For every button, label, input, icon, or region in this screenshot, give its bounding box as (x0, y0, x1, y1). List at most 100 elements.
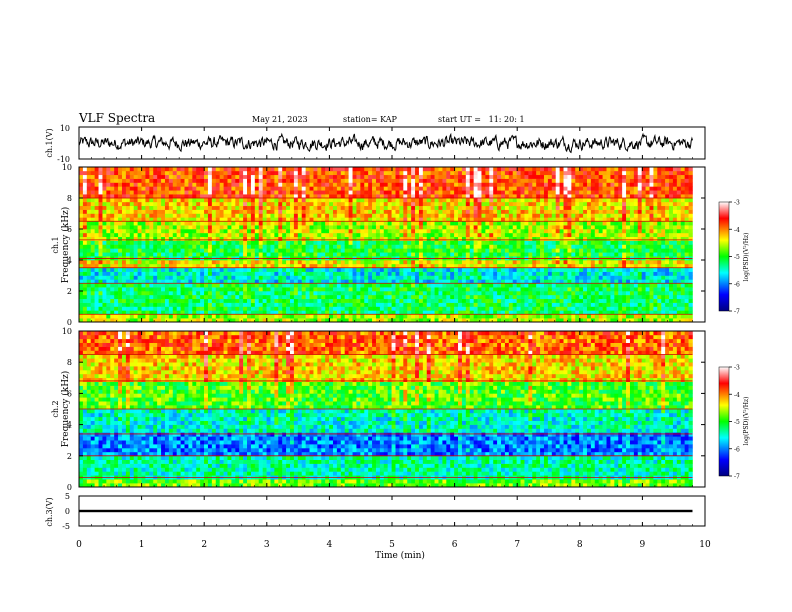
ch1-spectrogram-cell (164, 205, 170, 210)
ch1-spectrogram-cell (141, 263, 146, 269)
ch1-spectrogram-cell (98, 260, 103, 265)
ch1-spectrogram-cell (426, 209, 431, 214)
ch1-spectrogram-cell (293, 314, 299, 319)
ch1-spectrogram-cell (551, 291, 557, 296)
ch1-spectrogram-cell (110, 314, 115, 319)
ch1-spectrogram-cell (469, 294, 474, 300)
ch1-spectrogram-cell (90, 182, 95, 187)
ch1-spectrogram-cell (176, 310, 181, 315)
ch1-spectrogram-cell (180, 298, 185, 303)
ch1-spectrogram-cell (305, 298, 310, 303)
ch1-spectrogram-cell (309, 279, 314, 284)
ch1-spectrogram-cell (106, 318, 111, 322)
ch1-spectrogram-cell (290, 306, 295, 311)
ch1-spectrogram-cell (540, 170, 545, 176)
ch1-spectrogram-cell (321, 244, 326, 249)
ch1-spectrogram-cell (399, 170, 404, 176)
ch1-spectrogram-cell (512, 217, 517, 222)
ch1-spectrogram-cell (180, 283, 185, 288)
ch1-spectrogram-cell (309, 267, 314, 272)
ch1-spectrogram-cell (207, 217, 213, 222)
ch1-spectrogram-cell (426, 248, 431, 253)
ch1-spectrogram-cell (286, 174, 291, 179)
ch1-spectrogram-cell (563, 263, 568, 269)
ch1-spectrogram-cell (90, 225, 95, 230)
ch1-spectrogram-cell (82, 198, 88, 203)
ch1-spectrogram-cell (149, 205, 154, 210)
ch1-spectrogram-cell (133, 279, 138, 284)
ch1-spectrogram-cell (141, 240, 146, 245)
ch1-spectrogram-cell (196, 229, 201, 234)
ch1-spectrogram-cell (141, 167, 146, 172)
ch1-spectrogram-cell (141, 271, 146, 276)
ch1-spectrogram-cell (372, 310, 377, 315)
ch1-spectrogram-cell (278, 318, 283, 322)
ch1-spectrogram-cell (161, 217, 166, 222)
ch1-spectrogram-cell (442, 170, 447, 176)
ch1-spectrogram-cell (188, 190, 193, 195)
ch1-spectrogram-cell (336, 291, 342, 296)
ch1-spectrogram-cell (274, 167, 279, 172)
ch1-spectrogram-cell (79, 283, 84, 288)
ch1-spectrogram-cell (563, 232, 568, 238)
ch1-spectrogram-cell (411, 198, 416, 203)
ch1-spectrogram-cell (383, 302, 388, 307)
ch1-spectrogram-cell (481, 236, 486, 241)
ch1-spectrogram-cell (90, 275, 95, 280)
ch1-spectrogram-cell (477, 306, 482, 311)
ch1-spectrogram-cell (243, 205, 248, 210)
ch1-spectrogram-cell (247, 252, 252, 257)
ch1-spectrogram-cell (555, 170, 560, 176)
ch1-spectrogram-cell (543, 240, 549, 245)
ch1-spectrogram-cell (415, 275, 420, 280)
ch1-spectrogram-cell (383, 318, 388, 322)
ch1-spectrogram-cell (239, 310, 244, 315)
ch1-spectrogram-cell (149, 298, 154, 303)
ch1-spectrogram-cell (274, 302, 279, 307)
ch1-spectrogram-cell (504, 302, 510, 307)
ch1-spectrogram-cell (446, 298, 451, 303)
ch1-spectrogram-cell (141, 190, 146, 195)
ch1-spectrogram-cell (114, 302, 119, 307)
ch1-spectrogram-cell (79, 279, 84, 284)
ch1-spectrogram-cell (422, 205, 428, 210)
ch1-spectrogram-cell (563, 306, 568, 311)
ch1-spectrogram-cell (450, 198, 455, 203)
ch1-spectrogram-cell (524, 186, 529, 191)
ch1-spectrogram-cell (274, 209, 279, 214)
ch1-spectrogram-cell (493, 213, 498, 218)
ch1-spectrogram-cell (153, 306, 158, 311)
ch1-spectrogram-cell (266, 194, 271, 199)
ch1-spectrogram-cell (485, 248, 490, 253)
ch1-spectrogram-cell (446, 252, 451, 257)
ch1-spectrogram-cell (540, 217, 545, 222)
ch1-spectrogram-cell (391, 167, 396, 172)
ch1-spectrogram-cell (543, 306, 549, 311)
ch1-spectrogram-cell (438, 167, 443, 172)
ch1-spectrogram-cell (184, 298, 189, 303)
ch1-spectrogram-cell (110, 310, 115, 315)
ch1-spectrogram-cell (383, 221, 388, 226)
ch1-spectrogram-cell (137, 318, 142, 322)
ch1-spectrogram-cell (114, 194, 119, 199)
ch1-spectrogram-cell (418, 167, 424, 172)
ch1-spectrogram-cell (379, 236, 385, 241)
ch1-spectrogram-cell (332, 225, 338, 230)
ch1-spectrogram-cell (157, 294, 162, 300)
ch1-spectrogram-cell (340, 275, 346, 280)
ch1-spectrogram-cell (211, 186, 217, 191)
ch1-spectrogram-cell (270, 252, 275, 257)
ch1-spectrogram-cell (305, 240, 310, 245)
ch1-spectrogram-cell (547, 298, 553, 303)
ch1-spectrogram-cell (278, 229, 283, 234)
ch1-spectrogram-cell (485, 263, 490, 269)
ch1-spectrogram-cell (508, 170, 514, 176)
ch1-spectrogram-cell (485, 318, 490, 322)
ch1-spectrogram-cell (368, 260, 373, 265)
ch1-spectrogram-cell (450, 213, 455, 218)
ch1-spectrogram-cell (458, 186, 463, 191)
ch1-spectrogram-cell (293, 229, 299, 234)
ch1-spectrogram-cell (110, 167, 115, 172)
ch1-spectrogram-cell (329, 167, 334, 172)
ch1-spectrogram-cell (172, 225, 177, 230)
